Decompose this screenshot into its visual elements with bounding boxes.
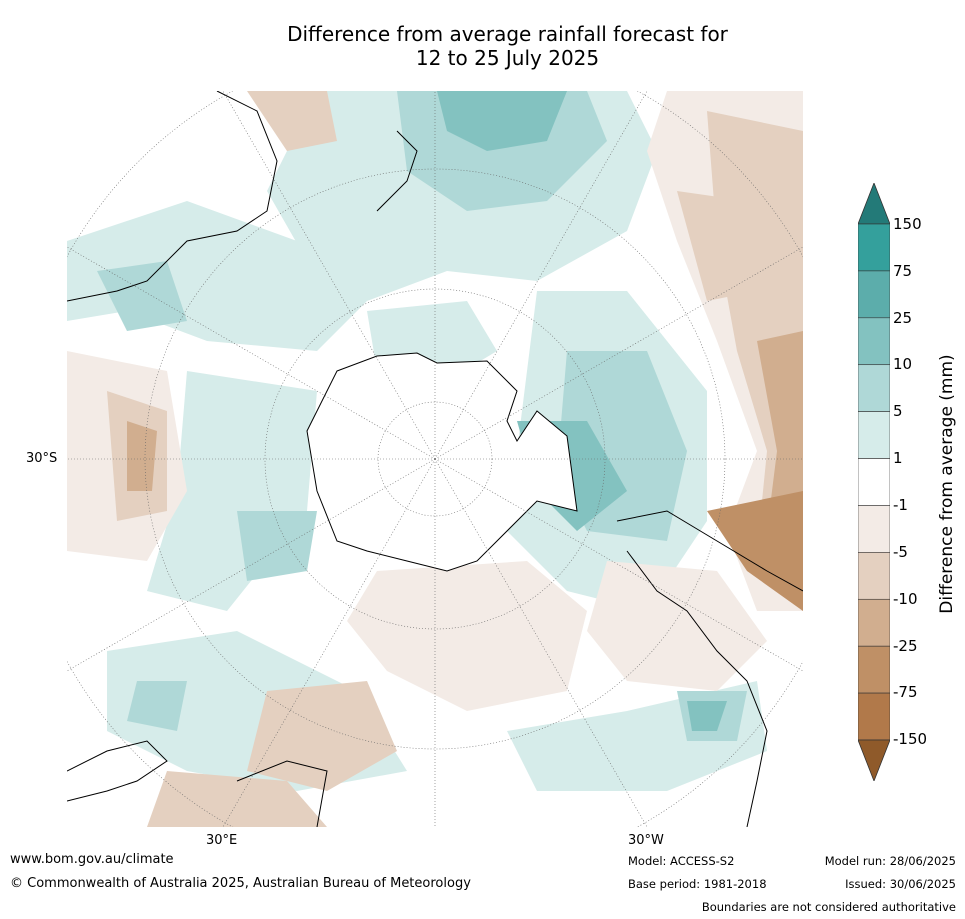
colorbar-band xyxy=(858,270,890,319)
dry-patch xyxy=(677,191,757,301)
wet-patch xyxy=(127,681,187,731)
dry-patch xyxy=(347,561,587,711)
colorbar-top-arrow xyxy=(858,183,890,225)
wet-patch xyxy=(437,91,567,151)
colorbar-tick: 1 xyxy=(893,449,903,467)
colorbar-tick: -10 xyxy=(893,590,918,608)
issued-date: Issued: 30/06/2025 xyxy=(845,877,956,891)
colorbar-band xyxy=(858,317,890,366)
longitude-label-west: 30°W xyxy=(628,833,664,848)
base-period: Base period: 1981-2018 xyxy=(628,877,767,891)
wet-patch xyxy=(97,261,187,331)
colorbar-tick: -1 xyxy=(893,496,908,514)
latitude-label: 30°S xyxy=(26,451,58,466)
website-link[interactable]: www.bom.gov.au/climate xyxy=(10,852,174,867)
antarctica xyxy=(306,352,578,572)
new-zealand-coast xyxy=(376,130,418,212)
title-line-2: 12 to 25 July 2025 xyxy=(415,46,600,70)
colorbar-band xyxy=(858,458,890,506)
title-line-1: Difference from average rainfall forecas… xyxy=(287,22,728,46)
colorbar-tick: -75 xyxy=(893,683,918,701)
wet-anomaly-layer xyxy=(67,91,767,791)
boundaries-disclaimer: Boundaries are not considered authoritat… xyxy=(701,900,956,914)
longitude-label-east: 30°E xyxy=(206,833,238,848)
colorbar-bands xyxy=(858,223,890,741)
dry-patch xyxy=(127,421,157,491)
copyright-text: © Commonwealth of Australia 2025, Austra… xyxy=(10,876,471,891)
coastlines xyxy=(67,91,803,827)
colorbar-tick: 150 xyxy=(893,215,922,233)
wet-patch xyxy=(237,511,317,581)
dry-patch xyxy=(587,561,767,691)
colorbar-band xyxy=(858,505,890,553)
australia-coast xyxy=(67,91,278,302)
colorbar-band xyxy=(858,411,890,459)
model-name: Model: ACCESS-S2 xyxy=(628,854,735,868)
colorbar xyxy=(858,183,890,781)
dry-patch xyxy=(247,91,337,151)
colorbar-band xyxy=(858,598,890,647)
colorbar-band xyxy=(858,364,890,412)
colorbar-tick: -150 xyxy=(893,730,928,748)
polar-map xyxy=(67,91,803,827)
colorbar-band xyxy=(858,692,890,741)
colorbar-band xyxy=(858,645,890,694)
dry-patch xyxy=(147,771,327,827)
model-run-date: Model run: 28/06/2025 xyxy=(824,854,956,868)
dry-patch xyxy=(247,681,397,791)
colorbar-title: Difference from average (mm) xyxy=(937,354,957,614)
colorbar-band xyxy=(858,223,890,272)
map-canvas xyxy=(67,91,803,827)
graticule xyxy=(67,91,803,827)
colorbar-tick: -5 xyxy=(893,543,908,561)
colorbar-tick: 10 xyxy=(893,355,913,373)
colorbar-tick: 25 xyxy=(893,309,913,327)
colorbar-tick: -25 xyxy=(893,637,918,655)
south-america-coast xyxy=(616,510,803,827)
colorbar-bottom-arrow xyxy=(858,739,890,781)
colorbar-band xyxy=(858,552,890,600)
colorbar-tick: 5 xyxy=(893,402,903,420)
africa-coast xyxy=(67,740,328,827)
wet-patch xyxy=(687,701,727,731)
map-title: Difference from average rainfall forecas… xyxy=(200,22,815,70)
dry-anomaly-layer xyxy=(67,91,803,827)
dry-patch xyxy=(707,491,803,611)
colorbar-tick: 75 xyxy=(893,262,913,280)
